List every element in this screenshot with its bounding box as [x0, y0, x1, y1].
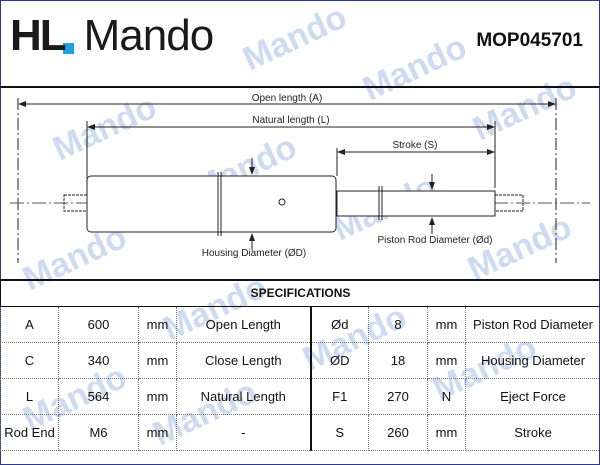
spec-symbol: F1	[310, 378, 369, 415]
divider	[0, 86, 600, 88]
housing	[86, 175, 337, 233]
spec-symbol: L	[0, 378, 59, 415]
spec-unit: mm	[138, 306, 177, 343]
spec-description: Housing Diameter	[464, 342, 600, 379]
spec-description: Eject Force	[464, 378, 600, 415]
hl-mando-logo: HL Mando	[10, 11, 214, 60]
spec-symbol: C	[0, 342, 59, 379]
part-number: MOP045701	[476, 30, 583, 51]
spec-unit: mm	[138, 378, 177, 415]
spec-description: Stroke	[464, 414, 600, 451]
piston-rod-diameter-label: Piston Rod Diameter (Ød)	[377, 235, 492, 246]
spec-value: M6	[58, 414, 139, 451]
specifications-title: SPECIFICATIONS	[0, 280, 600, 307]
housing-diameter-label: Housing Diameter (ØD)	[202, 248, 306, 259]
table-row: A 600 mm Open Length Ød 8 mm Piston Rod Diamet…	[0, 306, 600, 343]
spec-unit: mm	[138, 342, 177, 379]
table-row: Rod End M6 mm - S 260 mm Stroke	[0, 414, 600, 451]
spec-symbol: A	[0, 306, 59, 343]
right-stud	[494, 194, 524, 212]
spec-value: 600	[58, 306, 139, 343]
table-row: C 340 mm Close Length ØD 18 mm Housing Diamete…	[0, 342, 600, 379]
piston-rod	[336, 190, 496, 217]
spec-symbol: Ød	[310, 306, 369, 343]
table-row: L 564 mm Natural Length F1 270 N Eject Force	[0, 378, 600, 415]
spec-unit: N	[427, 378, 466, 415]
spec-unit: mm	[138, 414, 177, 451]
spec-value: 260	[368, 414, 428, 451]
specifications-table: SPECIFICATIONS A 600 mm Open Length Ød 8 mm Pi…	[0, 280, 600, 451]
natural-length-label: Natural length (L)	[252, 115, 329, 126]
spec-description: Natural Length	[176, 378, 312, 415]
stroke-label: Stroke (S)	[392, 140, 437, 151]
spec-description: Piston Rod Diameter	[464, 306, 600, 343]
spec-value: 18	[368, 342, 428, 379]
spec-value: 270	[368, 378, 428, 415]
spec-value: 340	[58, 342, 139, 379]
spec-unit: mm	[427, 342, 466, 379]
spec-unit: mm	[427, 414, 466, 451]
spec-description: Open Length	[176, 306, 312, 343]
spec-symbol: Rod End	[0, 414, 59, 451]
spec-value: 8	[368, 306, 428, 343]
spec-symbol: S	[310, 414, 369, 451]
spec-description: Close Length	[176, 342, 312, 379]
spec-description: -	[176, 414, 312, 451]
left-stud	[63, 194, 88, 212]
gas-spring-drawing: Open length (A) Natural length (L) Strok…	[10, 93, 590, 263]
spec-unit: mm	[427, 306, 466, 343]
spec-value: 564	[58, 378, 139, 415]
open-length-label: Open length (A)	[252, 93, 323, 104]
spec-symbol: ØD	[310, 342, 369, 379]
